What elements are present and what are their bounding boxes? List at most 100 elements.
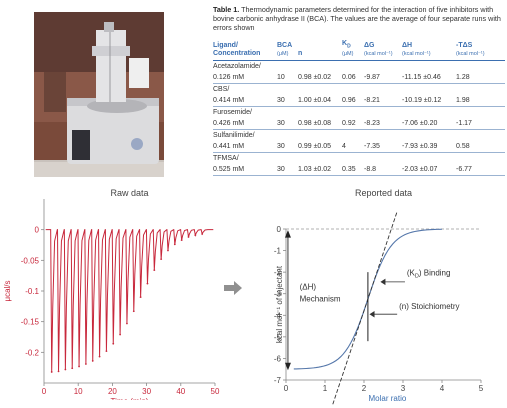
tds-value: 0.58 [456,143,470,151]
injection-peak [119,333,121,336]
x-tick-label: 10 [74,387,83,396]
y-tick-label: 0 [277,225,282,234]
injection-peak [139,296,142,299]
dh-arrow-head-top [284,230,291,238]
table-row: TFMSA/ [213,153,505,165]
dg-value: -8.23 [364,120,380,128]
x-tick-label: 30 [142,387,151,396]
dh-mechanism-annotation: Mechanism [300,294,341,303]
x-tick-label: 50 [211,387,220,396]
injection-peak [160,258,163,261]
header-bca: BCA (μM) [277,42,293,58]
y-axis-label: μcal/s [3,280,12,301]
dh-arrow-head-bottom [284,362,291,371]
n-annotation: (n) Stoichiometry [399,302,459,311]
header-kd: KD (μM) [342,40,354,58]
n-value: 0.98 ±0.08 [298,120,332,128]
x-tick-label: 0 [42,387,47,396]
y-tick-label: -5 [274,333,282,342]
dg-value: -8.8 [364,166,377,174]
injection-peak [84,363,87,365]
table-row: 0.441 mM 30 0.99 ±0.05 4 -7.35 -7.93 ±0.39 0.5… [213,141,505,153]
injection-peak [146,282,149,285]
table-row: 0.126 mM 10 0.98 ±0.02 0.06 -9.87 -11.15 ±0.4… [213,72,505,84]
injection-peak [64,368,67,371]
bca-value: 30 [277,143,285,151]
kd-value: 0.92 [342,120,356,128]
x-tick-label: 3 [401,384,406,393]
table-caption-text: Thermodynamic parameters determined for … [213,5,501,32]
injection-peak [180,239,183,241]
tds-value: -6.77 [456,166,472,174]
n-value: 0.98 ±0.02 [298,74,332,82]
table-row: CBS/ [213,84,505,96]
y-tick-label: -0.1 [25,287,39,296]
raw-data-chart: Raw data 0 -0.05 -0.1 -0.15 -0.2 0 10 20 30 40 50 Ti… [3,188,220,400]
table-caption-title: Table 1. [213,5,240,14]
dg-value: -7.35 [364,143,380,151]
injection-peak [112,342,115,345]
raw-chart-title: Raw data [110,188,148,198]
y-tick-label: -2 [274,268,282,277]
injection-peak [78,365,80,368]
dh-value: -10.19 ±0.12 [402,97,442,105]
dh-value: -11.15 ±0.46 [402,74,441,82]
x-tick-label: 1 [323,384,328,393]
ligand-concentration: 0.441 mM [213,143,245,151]
header-ligand: Ligand/ Concentration [213,42,261,58]
table-header-row: Ligand/ Concentration BCA (μM) n KD (μM) Δ… [213,40,505,61]
y-axis-label: kcal mol⁻¹ of injectant [275,265,284,343]
injection-peak [201,233,204,235]
ligand-name: Sulfanilimide/ [213,132,255,140]
dg-value: -9.87 [364,74,380,82]
header-dh: ΔH (kcal mol⁻¹) [402,42,431,58]
y-tick-label: -6 [274,354,282,363]
injection-peak [187,236,190,238]
header-n: n [298,50,303,58]
y-tick-label: -1 [274,247,282,256]
kd-value: 4 [342,143,346,151]
y-tick-label: -0.05 [21,256,40,265]
ligand-name: CBS/ [213,86,230,94]
injection-peak [105,350,108,353]
table-row: Acetazolamide/ [213,61,505,73]
x-tick-label: 5 [479,384,484,393]
header-dg: ΔG (kcal mol⁻¹) [364,42,393,58]
injection-peak [91,360,94,362]
table-caption: Table 1. Thermodynamic parameters determ… [213,5,503,32]
injection-peak [194,234,197,237]
ligand-concentration: 0.525 mM [213,166,245,174]
n-value: 1.03 ±0.02 [298,166,332,174]
ligand-name: TFMSA/ [213,155,239,163]
itc-instrument-photo [34,12,164,177]
dh-value: -7.06 ±0.20 [402,120,438,128]
injection-peak [71,367,74,370]
injection-peak [57,370,60,373]
y-tick-label: -3 [274,290,282,299]
kd-value: 0.35 [342,166,356,174]
tds-value: 1.28 [456,74,470,82]
bca-value: 30 [277,97,285,105]
bca-value: 10 [277,74,285,82]
bca-value: 30 [277,166,285,174]
n-value: 0.99 ±0.05 [298,143,332,151]
y-tick-label: 0 [35,226,40,235]
x-axis-label: Time (min) [111,397,149,400]
x-tick-label: 2 [362,384,367,393]
ligand-concentration: 0.426 mM [213,120,245,128]
dh-annotation: (ΔH) [300,282,317,291]
x-tick-label: 4 [440,384,445,393]
x-axis-label: Molar ratio [369,394,407,403]
ligand-concentration: 0.126 mM [213,74,245,82]
y-tick-label: -4 [274,311,282,320]
dg-value: -8.21 [364,97,380,105]
kd-value: 0.96 [342,97,356,105]
tds-value: -1.17 [456,120,472,128]
table-row: Sulfanilimide/ [213,130,505,142]
right-arrow-icon [224,281,242,295]
raw-trace-line [45,229,214,372]
injection-peak [50,371,53,373]
tds-value: 1.98 [456,97,470,105]
header-tds: -TΔS (kcal mol⁻¹) [456,42,485,58]
